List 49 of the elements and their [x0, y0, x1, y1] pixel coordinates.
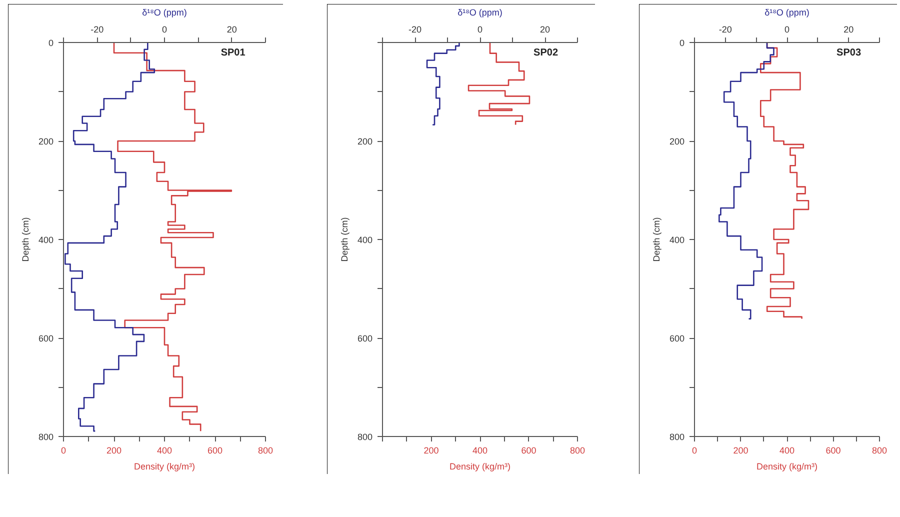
y-tick-label: 600	[357, 334, 373, 344]
x-axis-title: Density (kg/m³)	[134, 462, 196, 472]
x2-tick-label: 20	[844, 24, 854, 34]
x2-tick-label: 0	[477, 24, 483, 34]
x-tick-label: 0	[692, 446, 698, 456]
x-axis-title: Density (kg/m³)	[450, 462, 511, 472]
x-tick-label: 800	[258, 446, 274, 456]
x2-tick-label: 20	[540, 24, 550, 34]
x2-tick-label: 0	[784, 24, 790, 34]
x2-axis-title: δ¹⁸O (ppm)	[764, 8, 810, 18]
x2-tick-label: -20	[408, 24, 422, 34]
y-tick-label: 400	[38, 235, 54, 245]
y-tick-label: 400	[357, 235, 373, 245]
annotation: SP01	[220, 47, 246, 58]
x-tick-label: 600	[207, 446, 223, 456]
x-tick-label: 400	[472, 446, 488, 456]
x2-tick-label: 0	[162, 24, 168, 34]
x-tick-label: 200	[733, 446, 748, 456]
x-tick-label: 400	[779, 446, 795, 456]
y-tick-label: 200	[357, 136, 373, 146]
y-axis-title: Depth (cm)	[339, 217, 350, 262]
y-tick-label: 0	[679, 38, 685, 48]
annotation: SP02	[534, 47, 558, 58]
x2-axis-title: δ¹⁸O (ppm)	[142, 8, 187, 18]
y-axis-title: Depth (cm)	[20, 217, 30, 262]
x-axis-title: Density (kg/m³)	[756, 462, 818, 472]
x2-tick-label: -20	[90, 24, 104, 34]
annotation: SP03	[836, 47, 862, 58]
y-tick-label: 200	[669, 136, 685, 146]
y-tick-label: 600	[38, 334, 54, 344]
x2-axis-title: δ¹⁸O (ppm)	[458, 8, 502, 18]
x-tick-label: 400	[156, 446, 172, 456]
x-tick-label: 600	[826, 446, 841, 456]
y-tick-label: 200	[38, 136, 54, 146]
x-tick-label: 800	[570, 446, 586, 456]
y-tick-label: 0	[48, 38, 54, 48]
x-tick-label: 200	[106, 446, 122, 456]
x2-tick-label: 20	[226, 24, 237, 34]
x-tick-label: 200	[424, 446, 439, 456]
y-axis-title: Depth (cm)	[651, 217, 662, 262]
y-tick-label: 600	[669, 334, 685, 344]
y-tick-label: 800	[669, 432, 685, 442]
x-tick-label: 0	[60, 446, 66, 456]
x-tick-label: 800	[872, 446, 888, 456]
y-tick-label: 800	[38, 432, 54, 442]
x-tick-label: 600	[521, 446, 536, 456]
y-tick-label: 800	[357, 432, 373, 442]
y-tick-label: 400	[669, 235, 685, 245]
x2-tick-label: -20	[718, 24, 732, 34]
